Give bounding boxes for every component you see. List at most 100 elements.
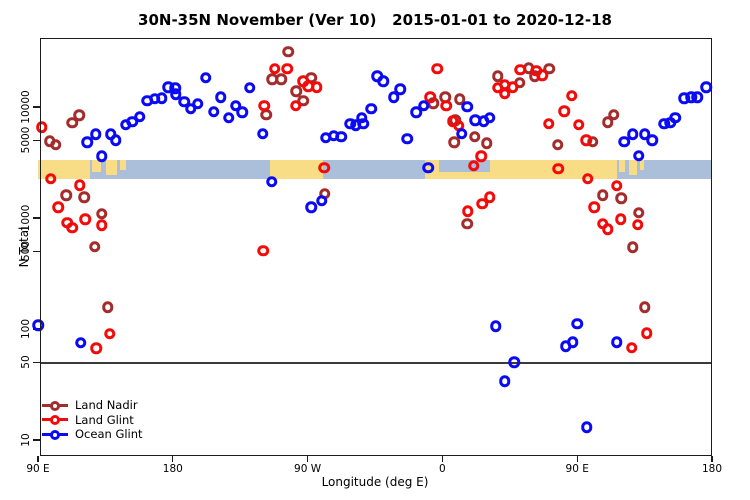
data-point-land-glint [507,81,519,93]
x-tick-label: 0 [439,463,446,475]
plot-area [40,38,712,456]
x-tick [711,455,713,462]
reference-line-50 [40,362,712,364]
y-tick [33,217,40,219]
data-point-land-glint [79,213,91,226]
data-point-ocean-glint [344,117,357,130]
data-point-land-glint [268,63,281,75]
data-point-ocean-glint [638,128,651,140]
data-point-land-glint [318,162,330,174]
data-point-land-glint [558,105,571,117]
data-point-land-nadir [596,189,609,201]
data-point-land-nadir [492,70,504,83]
data-point-ocean-glint [32,319,44,332]
data-point-ocean-glint [669,112,682,124]
data-point-ocean-glint [456,127,468,140]
data-point-land-nadir [50,138,62,151]
map-band-island [92,160,102,172]
map-band-island [105,160,118,175]
y-tick-label: 100 [20,318,32,340]
data-point-land-glint [614,213,627,226]
data-point-ocean-glint [581,421,593,434]
data-point-land-glint [440,99,452,112]
legend-item-label: Land Nadir [75,398,138,412]
data-point-land-glint [52,201,64,213]
data-point-land-glint [468,159,480,172]
data-point-land-glint [632,218,644,231]
data-point-land-glint [536,69,548,82]
y-tick [33,361,40,363]
data-point-land-nadir [60,189,73,201]
map-band-island [618,160,626,172]
y-tick-label: 10 [20,433,32,447]
data-point-land-glint [483,191,496,204]
legend-marker-circle [50,429,60,440]
data-point-land-nadir [290,85,303,97]
data-point-land-nadir [602,116,614,128]
x-tick-label: 90 E [26,463,50,475]
data-point-land-glint [588,201,601,213]
x-tick [172,455,174,462]
data-point-ocean-glint [489,320,502,332]
x-tick [307,455,309,462]
legend-marker-circle [50,400,60,411]
map-band-island [120,160,127,170]
data-point-land-glint [66,222,79,234]
data-point-land-nadir [543,63,556,75]
data-point-land-glint [258,99,270,112]
data-point-ocean-glint [618,135,631,148]
data-point-ocean-glint [244,82,256,94]
y-tick-label: 500 [20,241,32,262]
data-point-ocean-glint [191,97,204,110]
data-point-land-glint [257,244,270,257]
y-tick-label: 50 [20,355,32,370]
data-point-land-glint [44,172,57,185]
data-point-ocean-glint [422,162,434,174]
data-point-land-glint [611,180,623,192]
chart-title: 30N-35N November (Ver 10) 2015-01-01 to … [138,11,612,29]
data-point-land-glint [476,198,488,210]
data-point-land-glint [641,327,653,339]
data-point-land-glint [104,327,116,340]
y-tick [33,106,40,108]
x-axis-label: Longitude (deg E) [321,475,429,489]
data-point-ocean-glint [700,81,712,93]
data-point-land-nadir [89,240,101,253]
data-point-land-glint [289,99,302,112]
data-point-ocean-glint [646,134,658,146]
data-point-ocean-glint [410,106,422,118]
y-tick-label: 10000 [20,90,32,124]
data-point-land-nadir [608,109,620,121]
data-point-ocean-glint [256,127,269,140]
data-point-ocean-glint [200,72,212,84]
data-point-land-nadir [73,109,85,122]
data-point-land-nadir [448,136,461,149]
data-point-land-nadir [615,192,628,204]
legend-item-label: Ocean Glint [75,427,143,441]
data-point-ocean-glint [155,92,168,104]
data-point-land-nadir [638,301,651,313]
x-tick [37,455,39,462]
data-point-land-glint [431,63,443,75]
data-point-ocean-glint [178,95,190,108]
data-point-ocean-glint [81,136,94,149]
data-point-land-nadir [453,93,466,106]
data-point-ocean-glint [417,99,430,112]
data-point-land-nadir [66,117,79,129]
data-point-ocean-glint [89,128,102,140]
data-point-ocean-glint [401,132,413,145]
map-band-island [628,160,638,175]
data-point-ocean-glint [394,83,407,96]
x-tick-label: 90 W [294,463,322,475]
map-band-sea-notch [439,160,491,172]
data-point-ocean-glint [95,150,108,163]
data-point-ocean-glint [387,91,400,104]
data-point-land-nadir [101,301,114,313]
data-point-ocean-glint [170,88,182,101]
y-tick [33,139,40,141]
data-point-land-nadir [461,218,473,230]
data-point-ocean-glint [571,318,583,330]
data-point-ocean-glint [134,110,146,123]
data-point-ocean-glint [223,112,235,124]
